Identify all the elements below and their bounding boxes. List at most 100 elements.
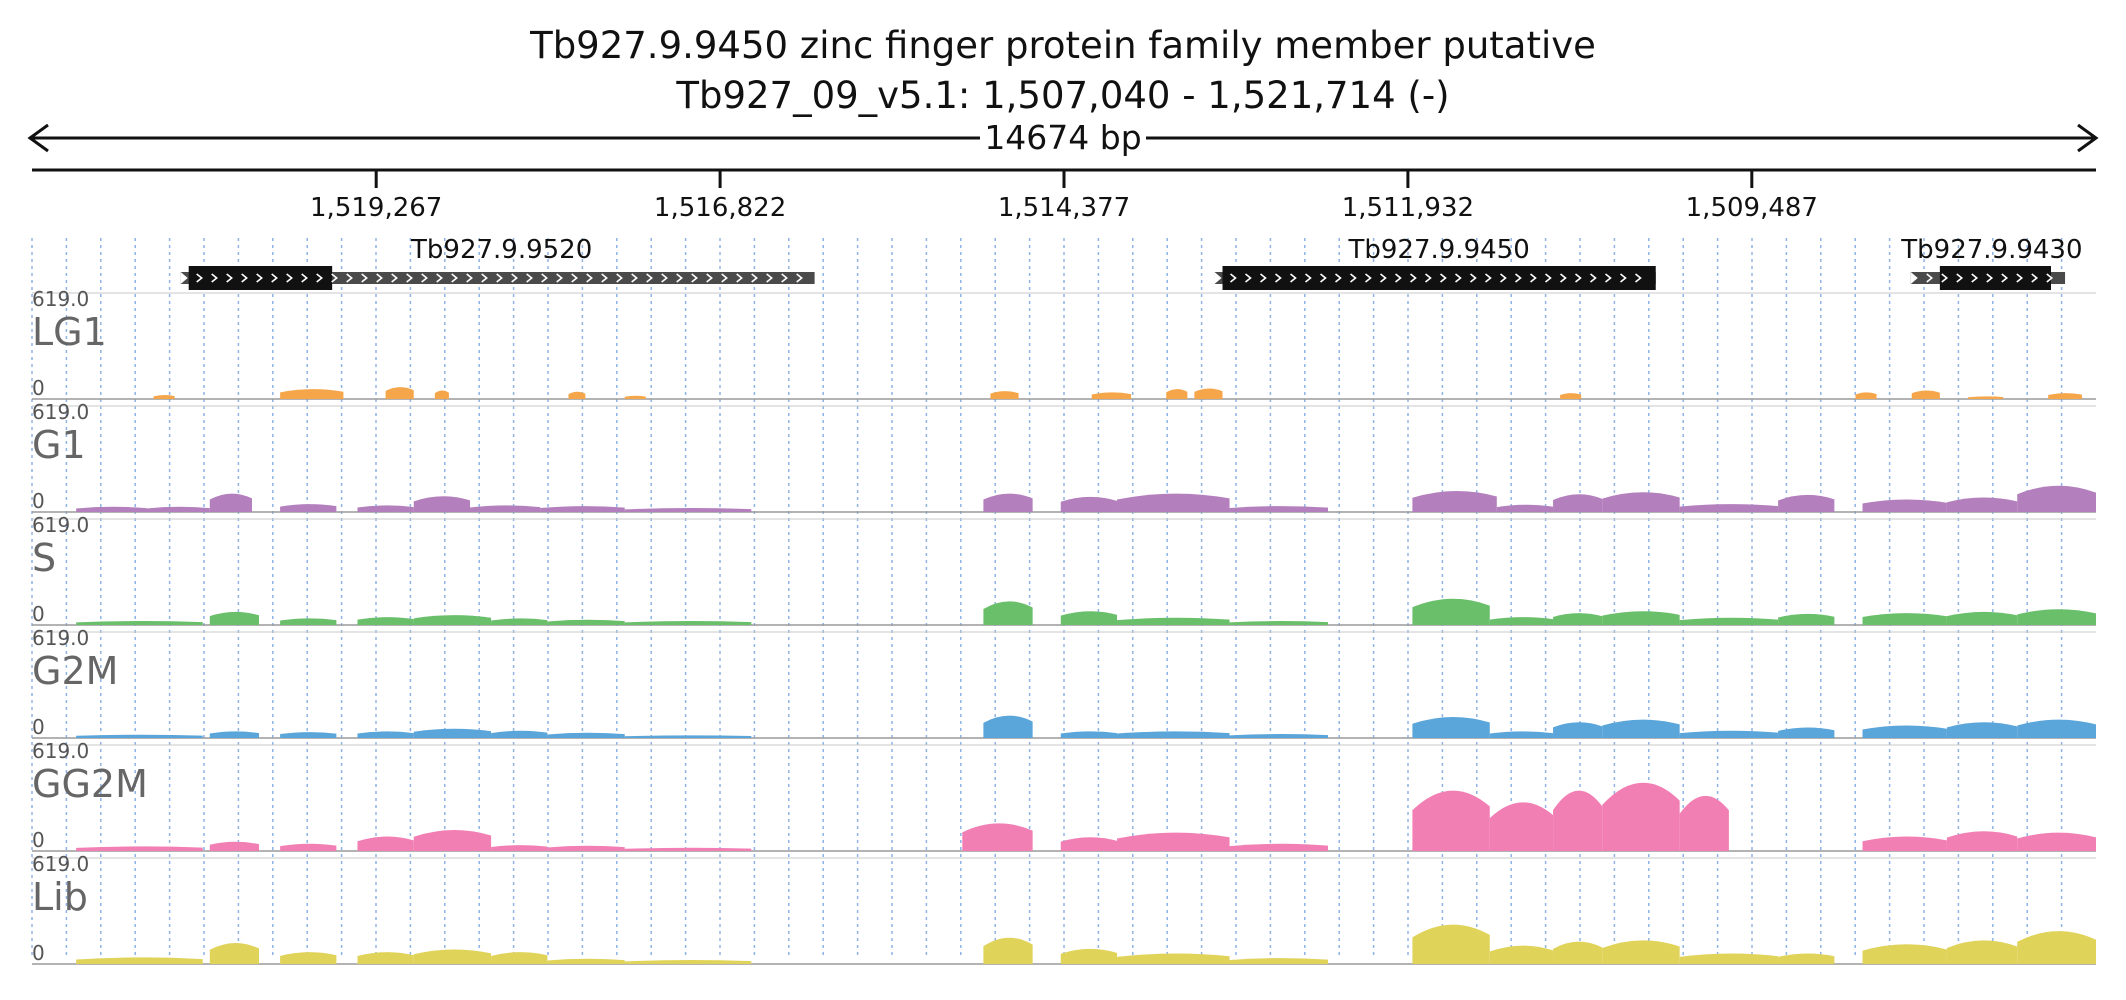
strand-chevron-icon: [331, 273, 338, 283]
coverage-area: [1679, 795, 1729, 851]
strand-chevron-icon: [421, 273, 428, 283]
strand-chevron-icon: [616, 273, 623, 283]
coverage-area: [2017, 609, 2096, 625]
coverage-area: [1412, 716, 1490, 738]
coverage-area: [1412, 598, 1490, 625]
coverage-area: [1946, 722, 2018, 738]
strand-chevron-icon: [1245, 273, 1252, 283]
coverage-area: [1489, 617, 1554, 625]
coverage-area: [357, 952, 414, 964]
coverage-area: [1778, 494, 1835, 512]
coverage-area: [280, 952, 337, 964]
coverage-area: [1412, 490, 1497, 512]
coverage-area: [76, 734, 203, 738]
strand-chevron-icon: [1575, 273, 1582, 283]
strand-chevron-icon: [2031, 273, 2039, 283]
coverage-area: [1194, 388, 1223, 399]
track-ymax-label: 619.0: [32, 626, 89, 650]
gene-label: Tb927.9.9450: [1347, 235, 1529, 265]
coverage-area: [209, 731, 260, 738]
coverage-area: [547, 845, 625, 851]
coverage-area: [357, 505, 414, 512]
strand-chevron-icon: [691, 273, 698, 283]
coverage-area: [280, 504, 337, 512]
strand-chevron-icon: [1470, 273, 1477, 283]
coverage-area: [1679, 504, 1779, 512]
coverage-area: [2017, 719, 2096, 738]
coverage-area: [491, 952, 548, 964]
coverage-area: [413, 615, 492, 625]
strand-chevron-icon: [391, 273, 398, 283]
track-ymin-label: 0: [32, 715, 45, 739]
strand-chevron-icon: [1530, 273, 1537, 283]
gene-start-arrow-icon: [180, 272, 188, 284]
track-ymin-label: 0: [32, 828, 45, 852]
strand-chevron-icon: [1335, 273, 1342, 283]
track-name-label: GG2M: [32, 762, 148, 806]
coverage-area: [983, 715, 1033, 738]
strand-chevron-icon: [1230, 273, 1237, 283]
coverage-area: [1091, 392, 1132, 399]
strand-chevron-icon: [586, 273, 593, 283]
coverage-area: [624, 735, 752, 738]
coverage-area: [209, 493, 252, 512]
strand-chevron-icon: [1410, 273, 1417, 283]
coverage-area: [1060, 837, 1118, 851]
coverage-area: [1602, 782, 1680, 851]
coverage-area: [1679, 617, 1779, 625]
strand-chevron-icon: [1500, 273, 1507, 283]
coverage-area: [1602, 719, 1680, 738]
strand-chevron-icon: [2016, 273, 2024, 283]
strand-chevron-icon: [406, 273, 413, 283]
strand-chevron-icon: [631, 273, 638, 283]
coverage-area: [1060, 496, 1118, 512]
strand-chevron-icon: [226, 273, 233, 283]
coverage-area: [547, 958, 625, 964]
coverage-area: [1553, 941, 1603, 964]
coverage-area: [1229, 621, 1329, 625]
track-name-label: Lib: [32, 875, 88, 919]
gene-label: Tb927.9.9430: [1900, 235, 2082, 265]
coverage-area: [76, 506, 147, 512]
strand-chevron-icon: [601, 273, 608, 283]
strand-chevron-icon: [1455, 273, 1462, 283]
strand-chevron-icon: [646, 273, 653, 283]
coverage-area: [434, 390, 449, 399]
coverage-area: [491, 730, 548, 738]
coverage-area: [2017, 931, 2096, 964]
coverage-area: [2017, 485, 2096, 512]
coverage-area: [624, 395, 646, 399]
strand-chevron-icon: [346, 273, 353, 283]
track-ymax-label: 619.0: [32, 852, 89, 876]
coverage-area: [1553, 790, 1603, 851]
coverage-area: [1229, 734, 1329, 738]
strand-chevron-icon: [1425, 273, 1432, 283]
strand-chevron-icon: [286, 273, 293, 283]
coverage-area: [1855, 392, 1877, 399]
strand-chevron-icon: [316, 273, 323, 283]
strand-chevron-icon: [211, 273, 218, 283]
coverage-area: [1679, 730, 1779, 738]
coverage-area: [153, 395, 175, 399]
figure-title: Tb927.9.9450 zinc finger protein family …: [529, 24, 1596, 67]
gene-start-arrow-icon: [1214, 272, 1222, 284]
strand-chevron-icon: [1305, 273, 1312, 283]
coverage-track: 619.0G1 0: [32, 400, 2096, 513]
span-arrow-right-icon: [2077, 123, 2099, 153]
coverage-area: [547, 732, 625, 738]
coverage-area: [540, 506, 625, 512]
strand-chevron-icon: [1590, 273, 1597, 283]
coverage-area: [1117, 617, 1230, 625]
coverage-area: [385, 387, 414, 399]
track-ymin-label: 0: [32, 376, 45, 400]
coverage-area: [1778, 727, 1835, 738]
strand-chevron-icon: [571, 273, 578, 283]
strand-chevron-icon: [1290, 273, 1297, 283]
strand-chevron-icon: [1545, 273, 1552, 283]
strand-chevron-icon: [1560, 273, 1567, 283]
ruler-tick-label: 1,516,822: [654, 193, 786, 223]
coverage-area: [280, 732, 337, 738]
strand-chevron-icon: [196, 273, 203, 283]
